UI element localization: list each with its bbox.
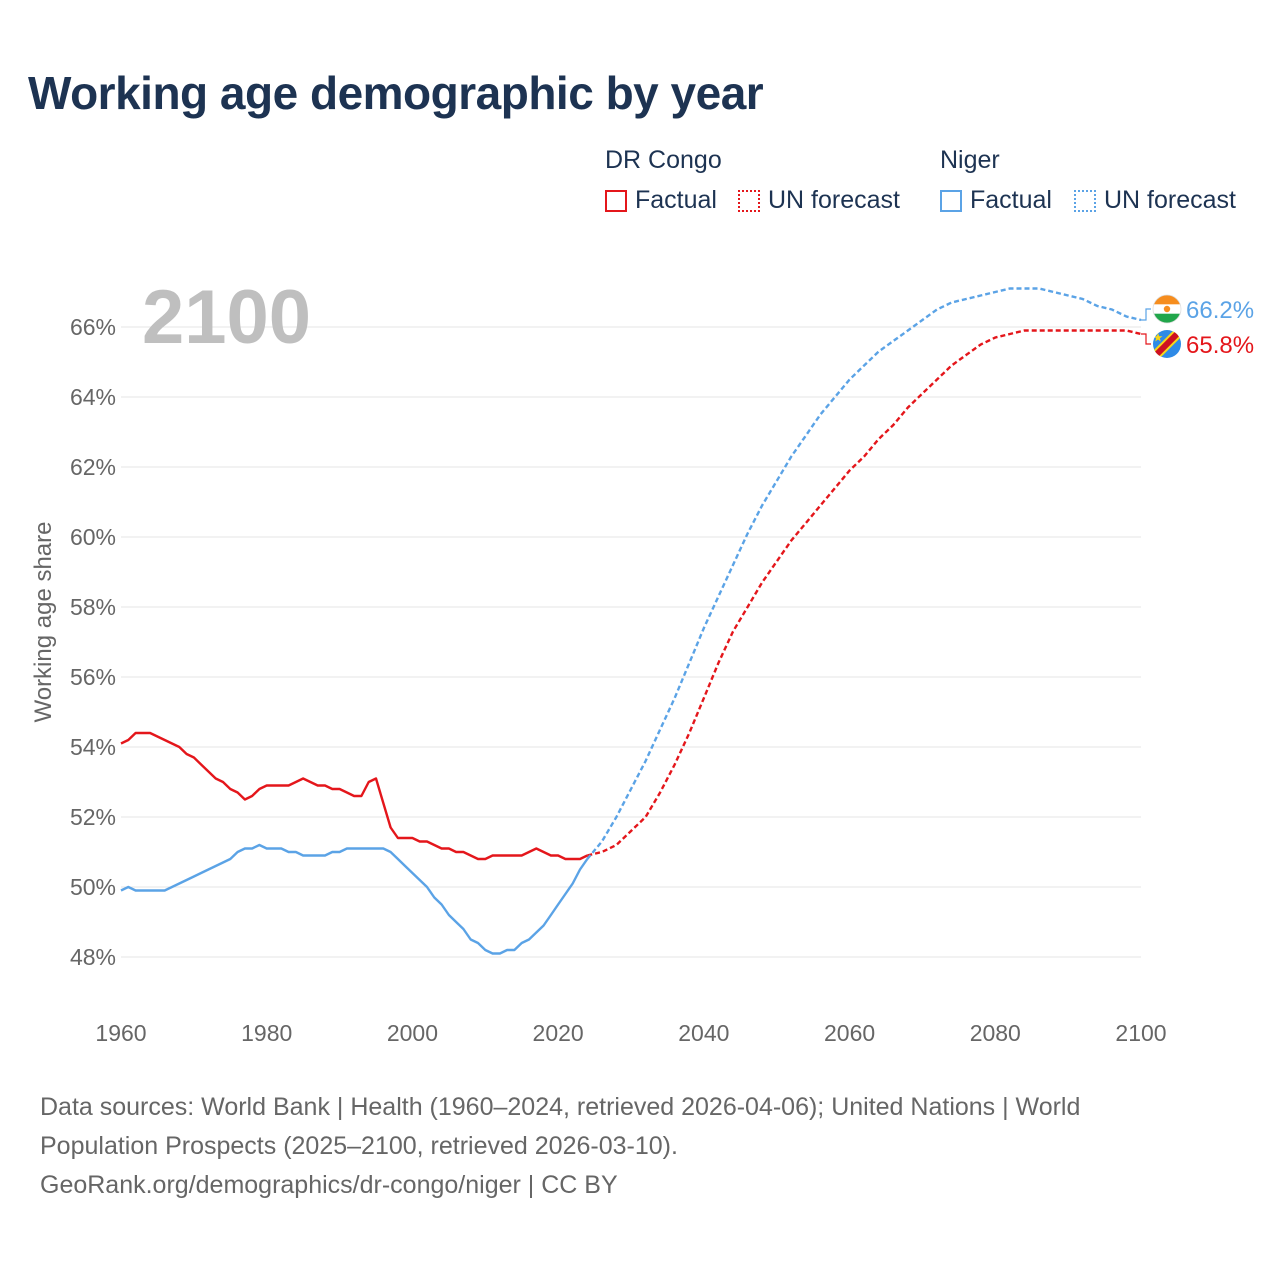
legend-label-dr-congo-forecast: UN forecast bbox=[768, 186, 900, 214]
y-tick-label-58: 58% bbox=[70, 594, 116, 620]
x-tick-label-2020: 2020 bbox=[533, 1020, 584, 1046]
legend-item-niger-factual[interactable]: Factual bbox=[940, 186, 1052, 215]
legend-item-niger-forecast[interactable]: UN forecast bbox=[1074, 186, 1236, 215]
dr-congo-end-label: 65.8% bbox=[1186, 332, 1254, 359]
legend-label-niger-factual: Factual bbox=[970, 186, 1052, 214]
chart-footer: Data sources: World Bank | Health (1960–… bbox=[40, 1088, 1200, 1205]
x-tick-label-2080: 2080 bbox=[970, 1020, 1021, 1046]
y-tick-label-48: 48% bbox=[70, 944, 116, 970]
legend-swatch-dr-congo-factual bbox=[605, 189, 627, 212]
chart-title: Working age demographic by year bbox=[28, 67, 764, 119]
x-tick-label-2000: 2000 bbox=[387, 1020, 438, 1046]
y-tick-label-64: 64% bbox=[70, 384, 116, 410]
y-tick-label-50: 50% bbox=[70, 874, 116, 900]
x-tick-label-2060: 2060 bbox=[824, 1020, 875, 1046]
y-axis-ticks: 48% 50% 52% 54% 56% 58% 60% 62% 64% 66% bbox=[70, 314, 116, 970]
y-axis-label: Working age share bbox=[30, 522, 57, 723]
legend-swatch-niger-forecast bbox=[1074, 189, 1096, 212]
niger-end-connector bbox=[1141, 308, 1151, 321]
legend-swatch-niger-factual bbox=[940, 189, 962, 212]
legend-item-dr-congo-factual[interactable]: Factual bbox=[605, 186, 717, 215]
legend-group-niger: Niger bbox=[940, 146, 1000, 174]
legend-item-dr-congo-forecast[interactable]: UN forecast bbox=[738, 186, 900, 215]
grid-layer bbox=[121, 326, 1141, 958]
legend-group-dr-congo: DR Congo bbox=[605, 146, 722, 174]
dr-congo-flag-icon bbox=[1153, 330, 1181, 358]
niger-end-label: 66.2% bbox=[1186, 297, 1254, 324]
x-tick-label-2100: 2100 bbox=[1115, 1020, 1166, 1046]
y-tick-label-56: 56% bbox=[70, 664, 116, 690]
dr-congo-forecast-line bbox=[587, 329, 1142, 857]
niger-factual-line bbox=[120, 843, 589, 955]
y-tick-label-60: 60% bbox=[70, 524, 116, 550]
x-tick-label-2040: 2040 bbox=[678, 1020, 729, 1046]
dr-congo-end-connector bbox=[1141, 333, 1151, 345]
x-tick-label-1980: 1980 bbox=[241, 1020, 292, 1046]
series-layer: 66.2% 65.8% bbox=[120, 287, 1254, 955]
year-display: 2100 bbox=[142, 275, 311, 360]
y-tick-label-52: 52% bbox=[70, 804, 116, 830]
legend-label-dr-congo-factual: Factual bbox=[635, 186, 717, 214]
dr-congo-factual-line bbox=[120, 731, 588, 861]
x-tick-label-1960: 1960 bbox=[95, 1020, 146, 1046]
legend-label-niger-forecast: UN forecast bbox=[1104, 186, 1236, 214]
line-chart: 2100 48% 50% 52% 54% 56% 58% 60% 62% 64% 66% 1960… bbox=[30, 275, 1254, 1046]
niger-forecast-line bbox=[586, 287, 1142, 860]
y-tick-label-62: 62% bbox=[70, 454, 116, 480]
y-tick-label-66: 66% bbox=[70, 314, 116, 340]
data-sources-note: Data sources: World Bank | Health (1960–… bbox=[40, 1093, 1081, 1160]
niger-flag-icon bbox=[1153, 295, 1181, 323]
x-axis-ticks: 1960 1980 2000 2020 2040 2060 2080 2100 bbox=[95, 1020, 1166, 1046]
y-tick-label-54: 54% bbox=[70, 734, 116, 760]
credit-link[interactable]: GeoRank.org/demographics/dr-congo/niger … bbox=[40, 1171, 618, 1199]
legend-swatch-dr-congo-forecast bbox=[738, 189, 760, 212]
